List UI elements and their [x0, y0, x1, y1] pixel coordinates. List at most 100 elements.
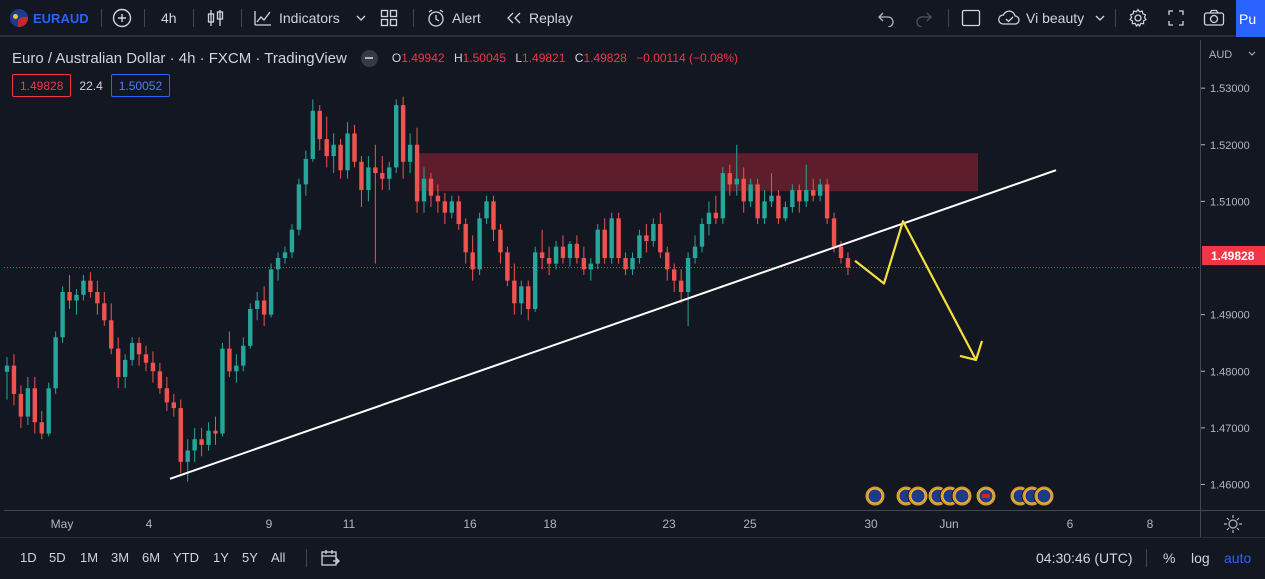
candle: [491, 195, 496, 242]
candle-body: [157, 371, 163, 389]
goto-date-button[interactable]: [320, 549, 340, 570]
trendline[interactable]: [169, 169, 1057, 480]
range-button-all[interactable]: All: [271, 550, 286, 565]
interval-button[interactable]: 4h: [161, 0, 177, 36]
candle: [81, 275, 86, 301]
resistance-zone[interactable]: [417, 153, 978, 192]
candle: [407, 133, 413, 174]
series-title[interactable]: Euro / Australian Dollar · 4h · FXCM · T…: [12, 49, 347, 67]
economic-event-icon[interactable]: [951, 485, 973, 507]
log-scale-toggle[interactable]: log: [1191, 550, 1210, 566]
economic-event-icon[interactable]: [975, 485, 997, 507]
candle: [456, 195, 461, 230]
candle: [185, 439, 190, 482]
time-axis[interactable]: May 4 9 11 16 18 23 25 30 Jun 6 8: [4, 510, 1200, 537]
replay-button[interactable]: Replay: [505, 0, 573, 36]
indicators-dropdown[interactable]: [355, 0, 367, 36]
camera-icon: [1203, 9, 1225, 26]
percent-scale-toggle[interactable]: %: [1163, 550, 1175, 566]
candle-body: [651, 224, 656, 242]
publish-label: Pu: [1239, 10, 1257, 27]
candle: [317, 105, 322, 151]
add-circle-icon: [112, 8, 132, 28]
publish-button[interactable]: Pu: [1236, 0, 1265, 37]
currency-chevron-icon: [1248, 51, 1256, 56]
candle-body: [109, 320, 114, 349]
layout-dropdown[interactable]: [1094, 0, 1106, 36]
chart-type-button[interactable]: [207, 0, 225, 36]
candle-body: [387, 167, 392, 179]
templates-button[interactable]: [380, 0, 398, 36]
candle: [11, 354, 17, 406]
axis-settings-corner[interactable]: [1200, 510, 1265, 537]
chart-pane[interactable]: [4, 40, 1200, 510]
candle: [526, 280, 531, 321]
snapshot-button[interactable]: [1203, 0, 1225, 36]
candle-body: [303, 158, 309, 185]
price-chart[interactable]: [4, 40, 1200, 510]
candle: [720, 167, 726, 225]
candle-body: [345, 133, 350, 171]
candle: [699, 218, 705, 253]
interval-label: 4h: [161, 10, 177, 26]
range-button-3m[interactable]: 3M: [111, 550, 130, 565]
candle: [817, 178, 823, 202]
candle: [678, 269, 684, 304]
candle-body: [560, 246, 566, 259]
indicators-button[interactable]: Indicators: [253, 0, 340, 36]
candle-body: [88, 280, 93, 292]
candle: [630, 252, 635, 275]
candle-body: [39, 422, 44, 434]
candle: [484, 195, 489, 225]
save-layout-button[interactable]: Vi beauty: [997, 0, 1084, 36]
candle: [755, 178, 760, 225]
utc-clock[interactable]: 04:30:46 (UTC): [1036, 550, 1132, 566]
settings-button[interactable]: [1128, 0, 1148, 36]
candle-body: [463, 224, 468, 253]
candle: [380, 156, 385, 191]
range-button-1y[interactable]: 1Y: [213, 550, 229, 565]
candle-body: [373, 167, 378, 174]
redo-button[interactable]: [915, 0, 933, 36]
auto-scale-toggle[interactable]: auto: [1224, 550, 1251, 566]
economic-event-icon[interactable]: [864, 485, 886, 507]
cloud-icon: [998, 10, 1020, 25]
economic-event-icon[interactable]: [1033, 485, 1055, 507]
candle: [324, 116, 329, 168]
sell-button[interactable]: 1.49828: [12, 74, 72, 97]
candle: [164, 376, 170, 411]
range-button-5y[interactable]: 5Y: [242, 550, 258, 565]
candle-body: [477, 218, 482, 270]
candle-body: [289, 229, 295, 253]
range-button-1m[interactable]: 1M: [80, 550, 99, 565]
alert-button[interactable]: Alert: [426, 0, 481, 36]
redo-icon: [916, 12, 932, 27]
symbol-search[interactable]: EURAUD: [10, 0, 89, 36]
candle: [463, 218, 468, 264]
candle: [25, 376, 31, 426]
price-axis[interactable]: AUD 1.53000 1.52000 1.51000 1.49000 1.48000 1…: [1200, 40, 1265, 510]
time-tick-label: 25: [743, 517, 757, 531]
layout-select-button[interactable]: [961, 0, 981, 36]
candle-body: [317, 110, 322, 140]
projection-path[interactable]: [854, 220, 977, 361]
candle: [248, 303, 253, 349]
high-label: H: [453, 51, 463, 65]
range-button-ytd[interactable]: YTD: [173, 550, 199, 565]
candle-body: [178, 408, 183, 462]
candle-body: [456, 201, 461, 225]
range-button-5d[interactable]: 5D: [49, 550, 66, 565]
compare-button[interactable]: [112, 0, 132, 36]
candle-body: [164, 388, 170, 403]
candle: [776, 190, 781, 225]
range-button-1d[interactable]: 1D: [20, 550, 37, 565]
candle-body: [533, 252, 538, 309]
candle-body: [505, 252, 510, 281]
economic-event-icon[interactable]: [907, 485, 929, 507]
range-button-6m[interactable]: 6M: [142, 550, 161, 565]
undo-button[interactable]: [877, 0, 895, 36]
buy-button[interactable]: 1.50052: [110, 74, 171, 97]
fullscreen-button[interactable]: [1167, 0, 1185, 36]
hide-legend-button[interactable]: [360, 49, 378, 67]
candle: [727, 164, 732, 196]
